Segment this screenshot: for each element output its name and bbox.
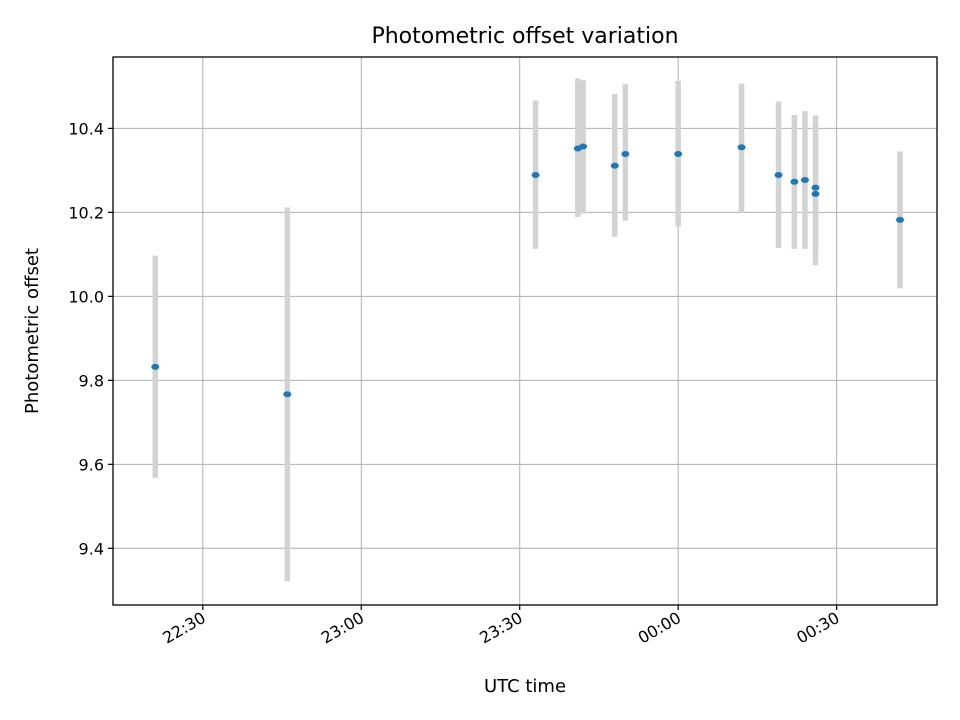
data-point [811,190,820,197]
data-point [674,151,683,158]
x-tick-label: 00:30 [793,608,842,648]
data-point [579,143,588,150]
data-point [283,391,292,398]
data-point [811,184,820,191]
data-point [531,171,540,178]
y-tick-label: 9.8 [79,371,104,390]
y-tick-label: 9.6 [79,455,104,474]
data-point [774,171,783,178]
x-axis-ticks: 22:30 23:00 23:30 00:00 00:30 [159,605,843,648]
x-tick-label: 23:00 [318,608,367,648]
chart-title: Photometric offset variation [371,24,678,49]
x-axis-label: UTC time [484,676,566,697]
grid [113,57,937,605]
plot-frame [112,56,938,606]
y-tick-label: 10.2 [68,203,104,222]
error-bars [152,78,903,582]
y-tick-label: 10.0 [68,287,104,306]
y-axis-ticks: 9.4 9.6 9.8 10.0 10.2 10.4 [68,119,113,558]
y-axis-label: Photometric offset [22,248,43,414]
y-tick-label: 9.4 [79,539,104,558]
data-point [790,178,799,185]
x-tick-label: 23:30 [476,608,525,648]
y-tick-label: 10.4 [68,119,104,138]
x-tick-label: 00:00 [635,608,684,648]
x-tick-label: 22:30 [159,608,208,648]
data-points [151,143,905,398]
data-point [151,363,160,370]
data-point [621,151,630,158]
data-point [737,144,746,151]
data-point [610,162,619,169]
data-point [800,177,809,184]
data-point [896,216,905,223]
